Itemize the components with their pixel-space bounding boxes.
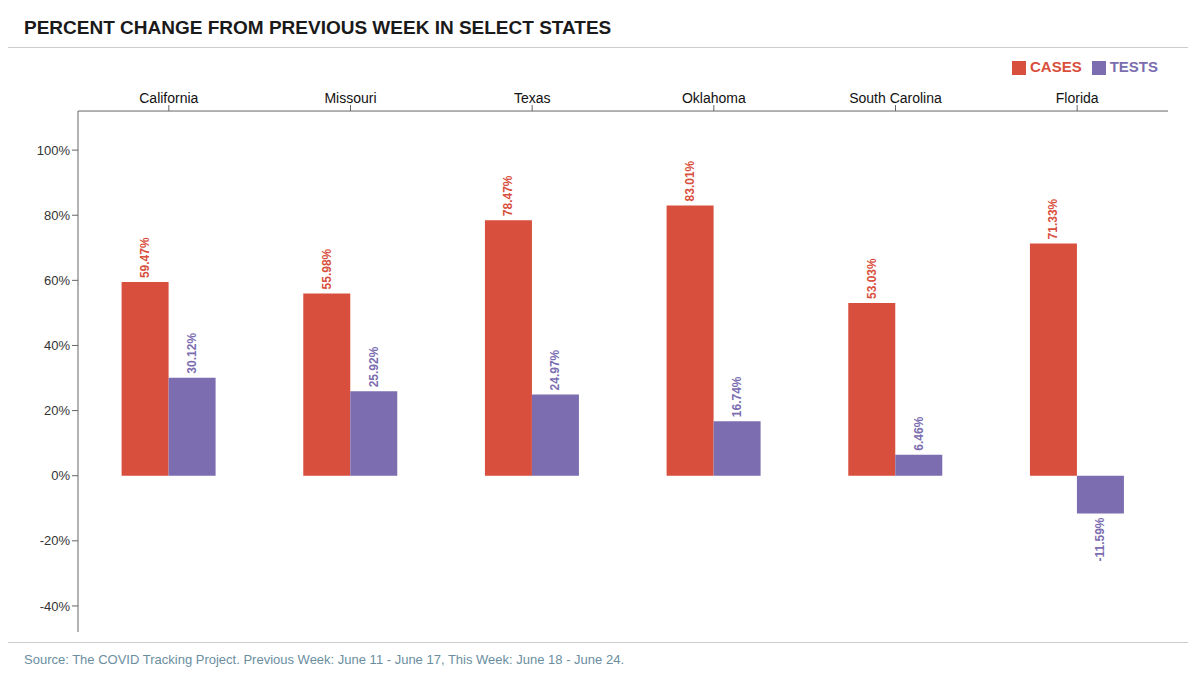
svg-text:80%: 80%: [44, 208, 70, 223]
svg-text:0%: 0%: [51, 468, 70, 483]
svg-text:53.03%: 53.03%: [865, 258, 879, 299]
svg-text:25.92%: 25.92%: [367, 346, 381, 387]
svg-text:20%: 20%: [44, 403, 70, 418]
svg-text:60%: 60%: [44, 273, 70, 288]
svg-text:100%: 100%: [37, 143, 71, 158]
svg-text:40%: 40%: [44, 338, 70, 353]
svg-text:Texas: Texas: [514, 90, 551, 106]
svg-text:-11.59%: -11.59%: [1093, 517, 1107, 561]
svg-text:78.47%: 78.47%: [501, 175, 515, 216]
svg-text:Florida: Florida: [1056, 90, 1099, 106]
svg-text:South Carolina: South Carolina: [849, 90, 942, 106]
svg-text:30.12%: 30.12%: [185, 333, 199, 374]
html-text:PERCENT CHANGE FROM PREVIOUS W: PERCENT CHANGE FROM PREVIOUS WEEK IN SEL…: [24, 16, 612, 38]
svg-text:-40%: -40%: [40, 599, 71, 614]
svg-text:Missouri: Missouri: [324, 90, 376, 106]
svg-text:24.97%: 24.97%: [548, 349, 562, 390]
svg-text:83.01%: 83.01%: [683, 160, 697, 201]
html-text:Source: The COVID Tracking Pro: Source: The COVID Tracking Project. Prev…: [24, 652, 624, 667]
svg-text:59.47%: 59.47%: [138, 237, 152, 278]
svg-text:6.46%: 6.46%: [912, 416, 926, 450]
html-text:CASES: CASES: [1030, 58, 1082, 75]
svg-text:-20%: -20%: [40, 533, 71, 548]
svg-text:16.74%: 16.74%: [730, 376, 744, 417]
svg-text:Oklahoma: Oklahoma: [682, 90, 746, 106]
svg-text:California: California: [139, 90, 198, 106]
svg-text:71.33%: 71.33%: [1046, 198, 1060, 239]
html-text:TESTS: TESTS: [1109, 58, 1158, 75]
svg-text:55.98%: 55.98%: [320, 248, 334, 289]
